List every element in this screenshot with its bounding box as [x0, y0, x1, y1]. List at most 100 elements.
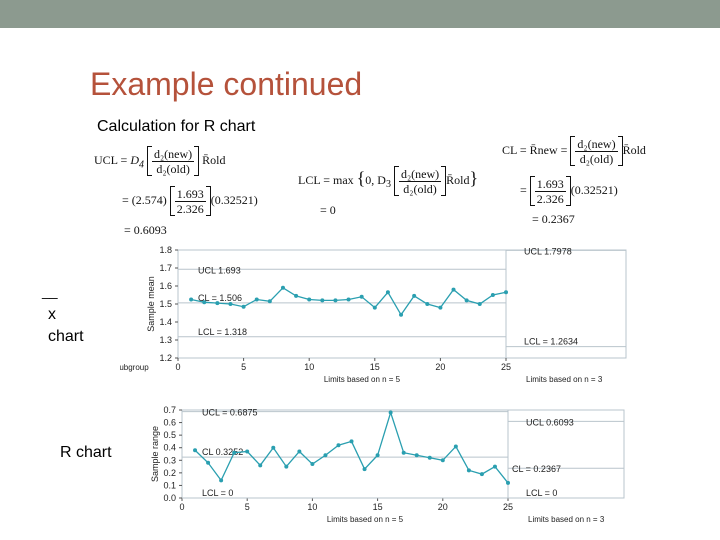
- lcl-result: = 0: [320, 203, 336, 217]
- cl-result: = 0.2367: [532, 212, 575, 226]
- slide-subtitle: Calculation for R chart: [97, 118, 256, 135]
- data-point: [245, 449, 250, 454]
- x-tick-label: 20: [438, 502, 448, 512]
- ucl-d4-sub: 4: [139, 159, 144, 171]
- lcl-rold: R̄old: [446, 172, 470, 187]
- data-point: [414, 453, 419, 458]
- annotation-ucl-left: UCL = 0.6875: [202, 408, 257, 418]
- xbar-overline: __: [42, 283, 58, 299]
- x-tick-label: 10: [307, 502, 317, 512]
- data-point: [271, 445, 276, 450]
- ucl-lhs: UCL =: [94, 152, 128, 167]
- cl-num: 1.693: [534, 176, 566, 192]
- x-tick-label: 5: [245, 502, 250, 512]
- cl-formula: CL = R̄new = d₂(new) d₂(old) R̄old: [502, 136, 646, 166]
- data-point: [399, 312, 404, 317]
- ucl-formula: UCL = D4 d₂(new) d₂(old) R̄old: [94, 146, 226, 176]
- data-point: [349, 439, 354, 444]
- data-point: [241, 304, 246, 309]
- ucl-line2-suffix: (0.32521): [210, 192, 258, 207]
- annotation-cl-left: CL 0.3252: [202, 447, 243, 457]
- y-tick-label: 1.2: [159, 353, 172, 363]
- ucl-line2: = (2.574) 1.693 2.326 (0.32521): [122, 186, 258, 216]
- cl-line2-prefix: =: [520, 182, 527, 197]
- annotation-cl-right: CL = 0.2367: [512, 464, 561, 474]
- y-tick-label: 0.1: [163, 480, 176, 490]
- y-tick-label: 1.5: [159, 299, 172, 309]
- lcl-lhs: LCL = max: [298, 172, 354, 187]
- lcl-d2old: d₂(old): [403, 181, 437, 196]
- cl-lhs: CL = R̄new =: [502, 142, 568, 157]
- data-point: [362, 467, 367, 472]
- data-point: [492, 464, 497, 469]
- data-point: [206, 460, 211, 465]
- cl-den: 2.326: [536, 191, 564, 206]
- data-point: [388, 410, 393, 415]
- data-point: [346, 297, 351, 302]
- y-tick-label: 0.4: [163, 443, 176, 453]
- x-tick-label: 25: [501, 362, 511, 372]
- x-tick-label: 20: [435, 362, 445, 372]
- data-point: [267, 299, 272, 304]
- x-tick-label: 15: [370, 362, 380, 372]
- data-point: [440, 458, 445, 463]
- x-tick-label: 15: [373, 502, 383, 512]
- lcl-d2new: d₂(new): [398, 166, 442, 182]
- cl-d2new: d₂(new): [575, 136, 618, 152]
- xbar-chart: 1.8 1.7 1.6 1.5 1.4 1.3 1.20 5 10 15 20 25 Sample me…: [120, 245, 627, 384]
- cl-line2: = 1.693 2.326 (0.32521): [520, 176, 618, 206]
- x-tick-label: 5: [241, 362, 246, 372]
- data-point: [258, 463, 263, 468]
- cl-d2old: d₂(old): [579, 151, 614, 166]
- slide-top-bar: [0, 0, 720, 28]
- subgroup-label: Subgroup: [120, 363, 149, 372]
- x-tick-label: 10: [304, 362, 314, 372]
- data-point: [479, 472, 484, 477]
- y-tick-label: 1.4: [159, 317, 172, 327]
- data-point: [228, 302, 233, 306]
- data-point: [284, 464, 289, 469]
- x-axis-label-right: Limits based on n = 3: [528, 515, 605, 524]
- data-point: [506, 480, 510, 485]
- y-axis-label: Sample range: [150, 426, 160, 482]
- data-point: [202, 300, 207, 305]
- y-tick-label: 1.8: [159, 245, 172, 255]
- r-chart-label: R chart: [60, 444, 112, 461]
- annotation-lcl-right: LCL = 0: [526, 488, 557, 498]
- annotation-lcl-right: LCL = 1.2634: [524, 337, 578, 347]
- ucl-rold: R̄old: [202, 152, 226, 167]
- y-tick-label: 0.3: [163, 455, 176, 465]
- data-point: [412, 293, 417, 298]
- x-tick-label: 0: [179, 502, 184, 512]
- cl-rold: R̄old: [622, 142, 646, 157]
- annotation-ucl-right: UCL 1.7978: [524, 246, 572, 256]
- data-point: [401, 450, 406, 455]
- annotation-ucl-left: UCL 1.693: [198, 265, 241, 275]
- data-point: [490, 293, 495, 297]
- x-tick-label: 25: [503, 502, 513, 512]
- slide-title: Example continued: [90, 66, 363, 102]
- ucl-d2new: d₂(new): [152, 146, 195, 162]
- data-point: [232, 450, 237, 455]
- ucl-d4: D: [130, 152, 139, 167]
- ucl-result: = 0.6093: [124, 223, 167, 237]
- data-point: [254, 297, 259, 302]
- data-point: [427, 455, 432, 460]
- data-point: [189, 297, 194, 302]
- data-point: [219, 478, 224, 483]
- data-point: [477, 302, 482, 306]
- data-point: [323, 453, 328, 458]
- data-point: [310, 462, 315, 467]
- ucl-den: 2.326: [176, 201, 204, 216]
- y-tick-label: 0.0: [163, 493, 176, 503]
- data-point: [297, 449, 302, 454]
- annotation-ucl-right: UCL 0.6093: [526, 417, 574, 427]
- data-point: [333, 298, 338, 303]
- ucl-d2old: d₂(old): [156, 161, 190, 176]
- lcl-formula: LCL = max {0, D3 d₂(new) d₂(old) R̄old}: [298, 166, 479, 196]
- y-tick-label: 0.6: [163, 418, 176, 428]
- y-tick-label: 0.2: [163, 468, 176, 478]
- x-tick-label: 0: [175, 362, 180, 372]
- ucl-num: 1.693: [174, 186, 206, 202]
- data-point: [451, 287, 456, 292]
